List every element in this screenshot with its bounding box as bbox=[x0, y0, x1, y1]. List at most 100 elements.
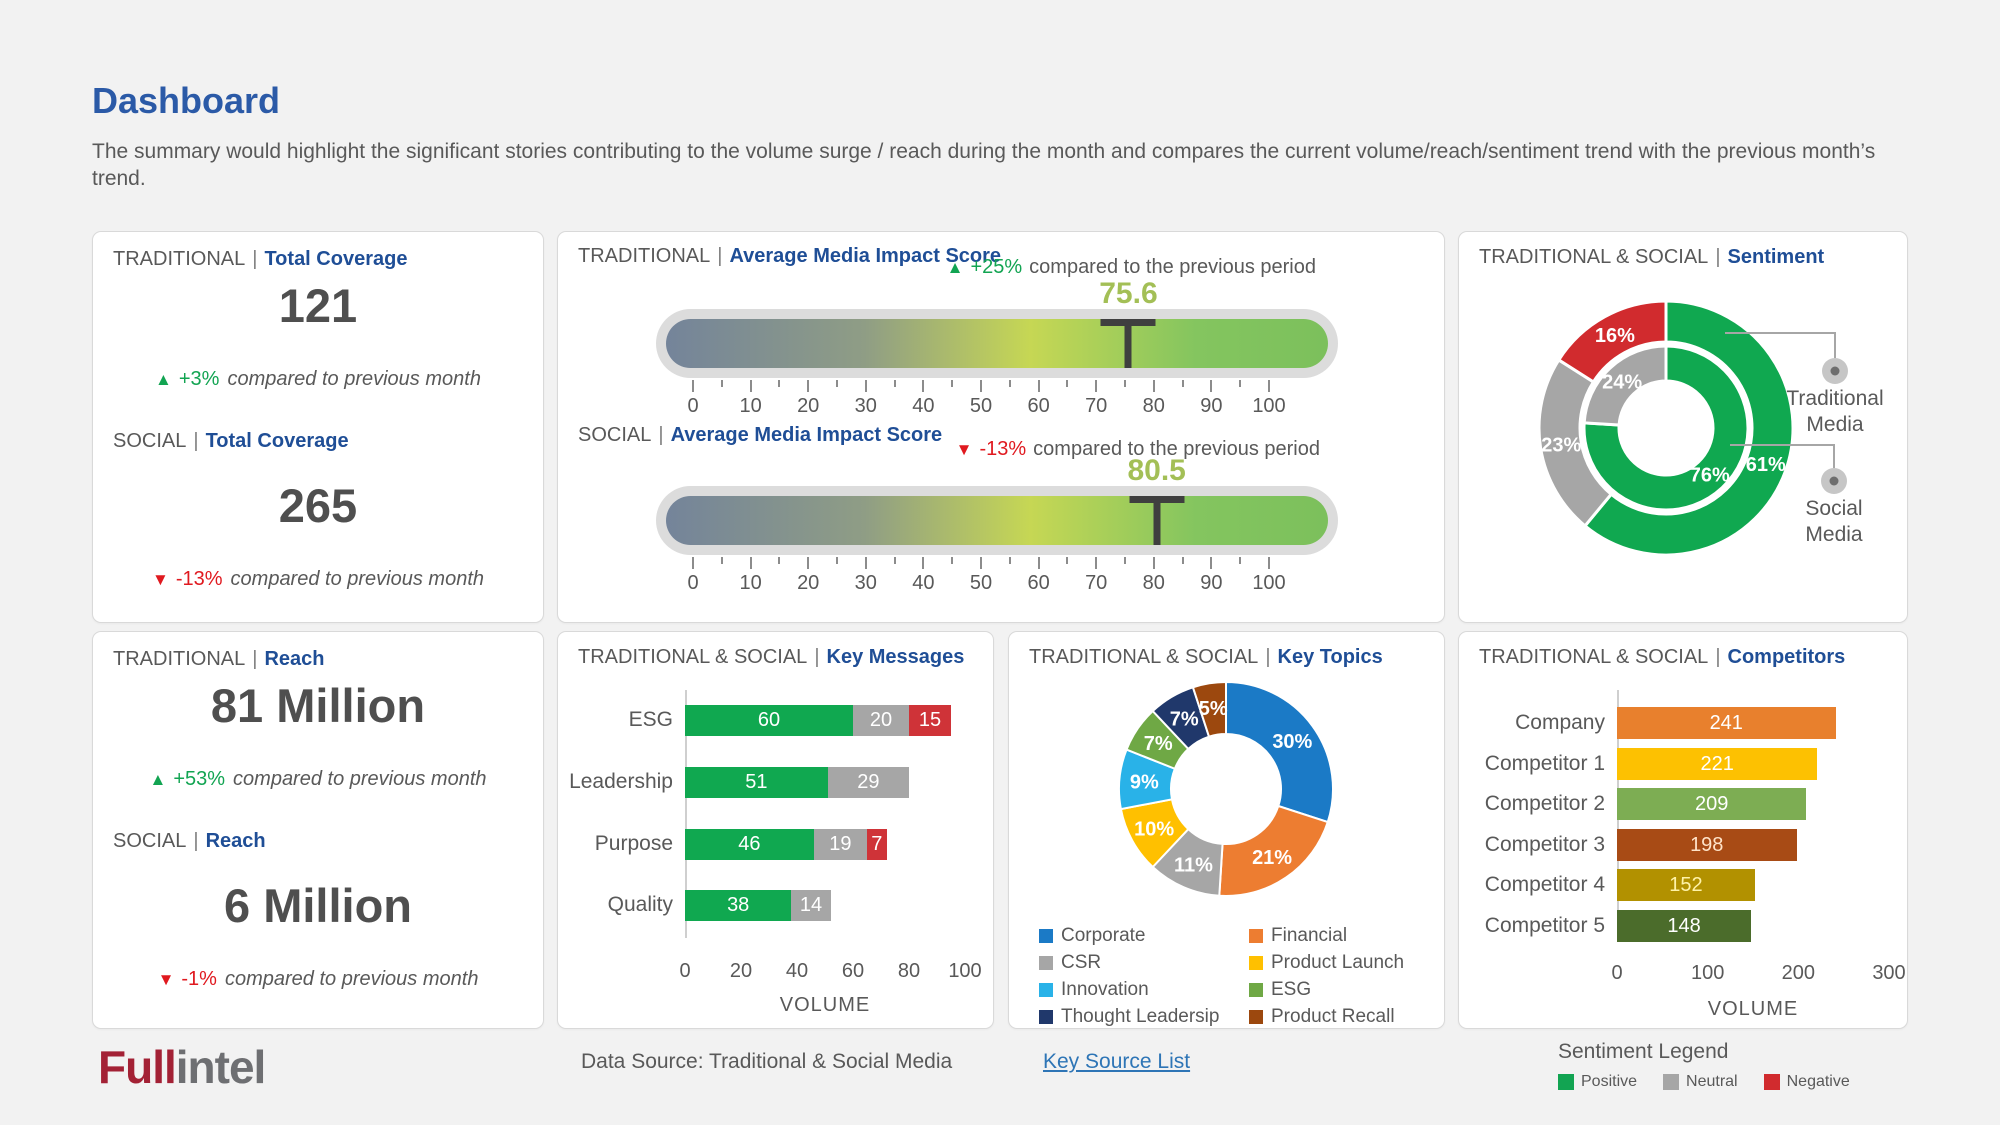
traditional-reach-change: +53% compared to previous month bbox=[93, 768, 543, 791]
key-messages-bar-chart: ESG 60 20 15 Leadership 51 29 Purpose 46 19 7 Quali… bbox=[558, 632, 993, 1028]
gauge-tick bbox=[1066, 557, 1069, 564]
gauge-tick bbox=[836, 557, 838, 564]
key-topics-donut-chart: 30% 21% 11% 10% 9% 7% 7% 5% Corporate CSR Innovati… bbox=[1009, 632, 1444, 1028]
key-source-list-link[interactable]: Key Source List bbox=[1043, 1050, 1191, 1073]
header-separator: | bbox=[1265, 646, 1271, 668]
traditional-reach-value: 81 Million bbox=[210, 679, 426, 732]
legend-swatch-icon bbox=[1249, 928, 1263, 943]
bar: 148 bbox=[1617, 910, 1752, 942]
traditional-impact-change: +25% compared to the previous period bbox=[947, 256, 1316, 279]
category-label: Competitor 4 bbox=[1484, 873, 1605, 896]
category-label: Competitor 1 bbox=[1484, 752, 1605, 775]
bar-value-label: 38 bbox=[727, 893, 750, 916]
header-separator: | bbox=[814, 646, 820, 668]
legend-label: Corporate bbox=[1061, 924, 1146, 946]
pie-slice-label: 21% bbox=[1252, 847, 1292, 869]
sentiment-donut-svg: 61% 23% 16% 76% 24% Traditional Media Social Med… bbox=[1537, 299, 1884, 557]
card-key-messages: TRADITIONAL & SOCIAL | Key Messages ESG 60 2… bbox=[557, 631, 994, 1029]
gauge-tick-label: 70 bbox=[1085, 572, 1108, 594]
bar-value-label: 148 bbox=[1667, 914, 1701, 937]
gauge-tick bbox=[1239, 557, 1242, 564]
scope-label: TRADITIONAL & SOCIAL bbox=[1479, 246, 1709, 268]
gauge-needle bbox=[1129, 496, 1185, 545]
change-caption: compared to previous month bbox=[224, 968, 479, 990]
gauge-tick-label: 30 bbox=[854, 395, 877, 417]
gauge-tick-label: 10 bbox=[739, 395, 762, 417]
x-axis-tick-label: 0 bbox=[1611, 962, 1623, 984]
gauge-tick-label: 20 bbox=[797, 395, 820, 417]
topics-legend-item: Product Recall bbox=[1249, 1003, 1404, 1030]
change-caption: compared to previous month bbox=[227, 368, 481, 390]
gauge-tick bbox=[807, 380, 810, 392]
legend-swatch-icon bbox=[1249, 982, 1263, 997]
bar-segment-neutral: 20 bbox=[853, 704, 909, 736]
page-subtitle: The summary would highlight the signific… bbox=[92, 140, 1876, 190]
gauge-tick bbox=[778, 557, 781, 564]
topics-legend-item: CSR bbox=[1039, 949, 1219, 976]
bar-value-label: 20 bbox=[869, 708, 893, 731]
gauge-tick bbox=[1210, 557, 1213, 569]
scope-label: SOCIAL bbox=[578, 424, 652, 446]
trend-up-icon bbox=[947, 258, 964, 277]
legend-item-positive: Positive bbox=[1558, 1073, 1637, 1091]
gauge-tick bbox=[836, 380, 838, 387]
gauge-tick bbox=[692, 557, 694, 569]
topics-legend-item: Corporate bbox=[1039, 922, 1219, 949]
gauge-tick-label: 70 bbox=[1085, 395, 1108, 417]
card-header: SOCIAL | Total Coverage bbox=[113, 430, 523, 453]
sentiment-donut-chart: 61% 23% 16% 76% 24% Traditional Media Social Med… bbox=[1459, 232, 1907, 622]
bar: 221 bbox=[1617, 748, 1818, 780]
card-reach: TRADITIONAL | Reach 81 Million +53% compare… bbox=[92, 631, 544, 1029]
gauge-tick bbox=[1124, 380, 1126, 387]
negative-swatch-icon bbox=[1763, 1074, 1780, 1090]
legend-label: Negative bbox=[1786, 1073, 1850, 1090]
gauge-tick bbox=[951, 380, 954, 387]
pie-slice-label: 10% bbox=[1134, 819, 1174, 841]
ring-name-label: Media bbox=[1805, 523, 1863, 546]
bar-value-label: 241 bbox=[1709, 711, 1743, 734]
category-label: Company bbox=[1515, 711, 1605, 734]
gauge-tick bbox=[1181, 380, 1184, 387]
card-header: SOCIAL | Average Media Impact Score bbox=[578, 424, 942, 447]
topic-slice bbox=[1225, 680, 1334, 824]
scope-label: TRADITIONAL bbox=[113, 248, 246, 270]
card-header: TRADITIONAL & SOCIAL | Key Messages bbox=[578, 646, 964, 669]
change-percent: +3% bbox=[178, 368, 220, 390]
legend-swatch-icon bbox=[1039, 928, 1053, 943]
gauge-tick bbox=[1152, 557, 1155, 569]
header-separator: | bbox=[1715, 646, 1721, 668]
gauge-tick bbox=[1095, 380, 1098, 392]
x-axis-title: VOLUME bbox=[779, 994, 871, 1016]
metric-label: Competitors bbox=[1727, 646, 1846, 668]
header-separator: | bbox=[658, 424, 664, 446]
callout-line bbox=[1725, 332, 1836, 358]
legend-label: ESG bbox=[1271, 978, 1312, 1000]
social-impact-gauge: 0 10 20 30 40 50 60 70 80 90 100 80.5 bbox=[558, 454, 1444, 621]
x-axis-tick-label: 60 bbox=[841, 960, 865, 982]
header-separator: | bbox=[1715, 246, 1721, 268]
key-topics-donut-svg: 30%21%11%10%9%7%7% 5% bbox=[1118, 680, 1334, 897]
card-sentiment: TRADITIONAL & SOCIAL | Sentiment 61% 23% 16%… bbox=[1458, 231, 1908, 623]
pie-slice-label: 23% bbox=[1541, 435, 1581, 457]
gauge-tick bbox=[864, 557, 867, 569]
bar-value-label: 29 bbox=[857, 770, 880, 793]
gauge-tick bbox=[720, 380, 723, 387]
gauge-tick bbox=[1210, 380, 1213, 392]
gauge-tick bbox=[922, 557, 925, 569]
metric-label: Sentiment bbox=[1727, 246, 1825, 268]
gauge-value: 75.6 bbox=[1099, 277, 1158, 310]
legend-item-neutral: Neutral bbox=[1663, 1073, 1738, 1091]
gauge-tick bbox=[980, 557, 982, 569]
page-title: Dashboard bbox=[92, 80, 281, 121]
topics-legend-item: Product Launch bbox=[1249, 949, 1404, 976]
gauge-tick bbox=[749, 557, 752, 569]
legend-label: Innovation bbox=[1061, 978, 1149, 1000]
scope-label: SOCIAL bbox=[113, 430, 187, 452]
sentiment-legend-title: Sentiment Legend bbox=[1558, 1040, 1729, 1063]
change-caption: compared to previous month bbox=[230, 568, 484, 590]
x-axis-tick-label: 100 bbox=[1690, 962, 1725, 984]
bar-segment-negative: 7 bbox=[867, 828, 887, 860]
gauge-tick-label: 30 bbox=[854, 572, 877, 594]
change-percent: -13% bbox=[979, 438, 1027, 460]
gauge-tick-label: 40 bbox=[912, 395, 935, 417]
